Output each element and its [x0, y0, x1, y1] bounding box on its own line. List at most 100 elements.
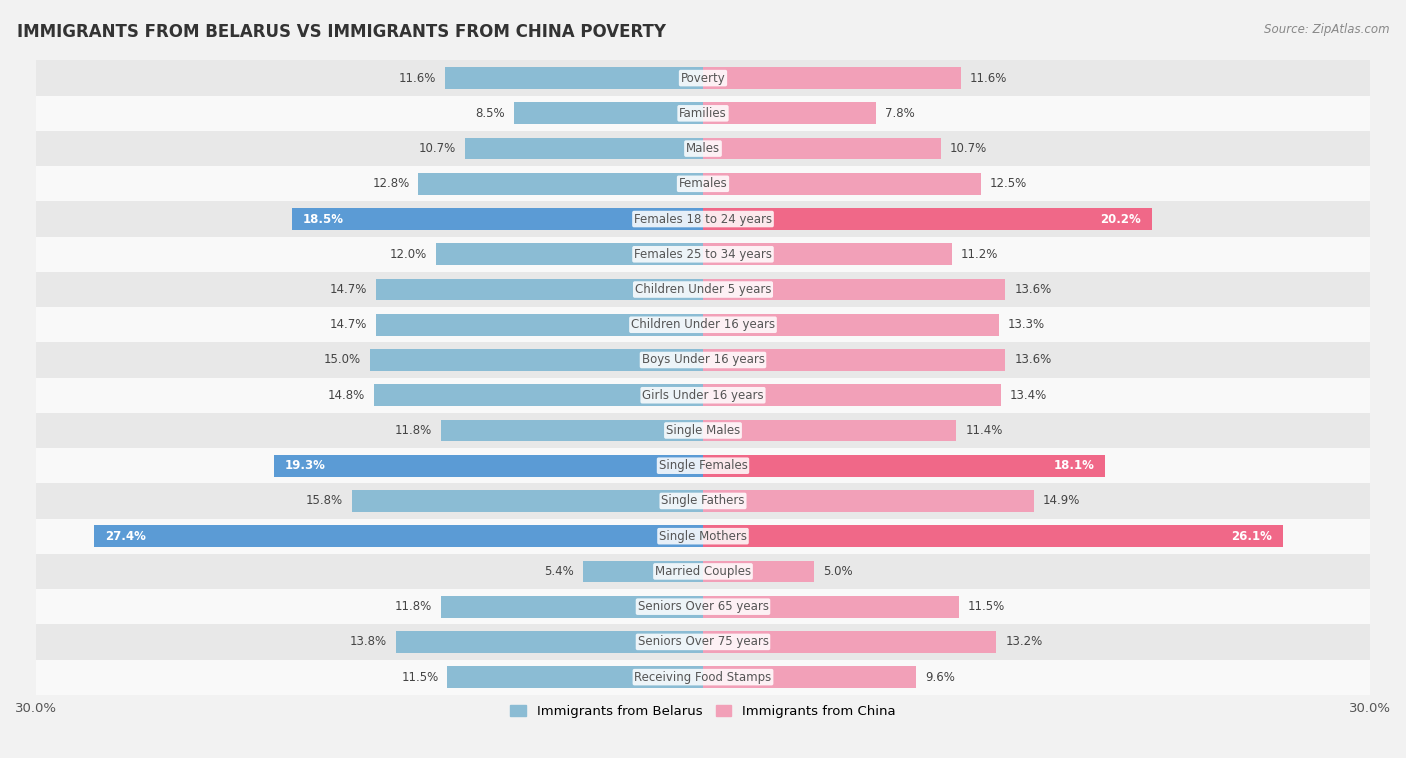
Bar [446, 67, 703, 89]
Bar [37, 202, 1369, 236]
Text: Boys Under 16 years: Boys Under 16 years [641, 353, 765, 367]
Text: Married Couples: Married Couples [655, 565, 751, 578]
Text: 15.0%: 15.0% [323, 353, 360, 367]
Text: 14.8%: 14.8% [328, 389, 366, 402]
Text: Children Under 16 years: Children Under 16 years [631, 318, 775, 331]
Text: Girls Under 16 years: Girls Under 16 years [643, 389, 763, 402]
Text: Females: Females [679, 177, 727, 190]
Bar [374, 384, 703, 406]
Bar [396, 631, 703, 653]
Text: Receiving Food Stamps: Receiving Food Stamps [634, 671, 772, 684]
Text: 8.5%: 8.5% [475, 107, 505, 120]
Text: 11.8%: 11.8% [395, 600, 432, 613]
Bar [440, 596, 703, 618]
Bar [370, 349, 703, 371]
Bar [703, 102, 876, 124]
Text: 11.5%: 11.5% [967, 600, 1005, 613]
Text: 14.9%: 14.9% [1043, 494, 1081, 507]
Bar [436, 243, 703, 265]
Text: Single Females: Single Females [658, 459, 748, 472]
Text: 7.8%: 7.8% [886, 107, 915, 120]
Text: 10.7%: 10.7% [950, 142, 987, 155]
Bar [352, 490, 703, 512]
Bar [37, 554, 1369, 589]
Bar [37, 659, 1369, 695]
Text: Females 18 to 24 years: Females 18 to 24 years [634, 212, 772, 226]
Bar [291, 208, 703, 230]
Bar [703, 525, 1284, 547]
Text: 12.0%: 12.0% [389, 248, 427, 261]
Text: 11.5%: 11.5% [401, 671, 439, 684]
Bar [703, 349, 1005, 371]
Text: 13.3%: 13.3% [1008, 318, 1045, 331]
Text: 18.1%: 18.1% [1053, 459, 1094, 472]
Bar [37, 236, 1369, 272]
Text: 13.6%: 13.6% [1014, 353, 1052, 367]
Text: Single Mothers: Single Mothers [659, 530, 747, 543]
Text: IMMIGRANTS FROM BELARUS VS IMMIGRANTS FROM CHINA POVERTY: IMMIGRANTS FROM BELARUS VS IMMIGRANTS FR… [17, 23, 666, 41]
Bar [703, 279, 1005, 300]
Text: 5.0%: 5.0% [823, 565, 852, 578]
Text: Seniors Over 65 years: Seniors Over 65 years [637, 600, 769, 613]
Text: 11.6%: 11.6% [399, 71, 436, 85]
Text: Females 25 to 34 years: Females 25 to 34 years [634, 248, 772, 261]
Text: Single Males: Single Males [666, 424, 740, 437]
Text: Single Fathers: Single Fathers [661, 494, 745, 507]
Text: 20.2%: 20.2% [1101, 212, 1142, 226]
Bar [703, 596, 959, 618]
Bar [703, 490, 1035, 512]
Bar [703, 631, 997, 653]
Text: Families: Families [679, 107, 727, 120]
Text: 9.6%: 9.6% [925, 671, 955, 684]
Text: 13.2%: 13.2% [1005, 635, 1043, 648]
Text: 12.5%: 12.5% [990, 177, 1026, 190]
Bar [37, 518, 1369, 554]
Text: 11.6%: 11.6% [970, 71, 1007, 85]
Bar [37, 131, 1369, 166]
Text: Seniors Over 75 years: Seniors Over 75 years [637, 635, 769, 648]
Text: 13.8%: 13.8% [350, 635, 387, 648]
Text: Children Under 5 years: Children Under 5 years [634, 283, 772, 296]
Bar [37, 166, 1369, 202]
Bar [703, 243, 952, 265]
Bar [583, 560, 703, 582]
Text: 11.4%: 11.4% [966, 424, 1002, 437]
Bar [37, 484, 1369, 518]
Bar [515, 102, 703, 124]
Bar [703, 208, 1152, 230]
Bar [703, 138, 941, 159]
Text: 15.8%: 15.8% [305, 494, 343, 507]
Bar [703, 666, 917, 688]
Bar [703, 314, 998, 336]
Text: 26.1%: 26.1% [1232, 530, 1272, 543]
Bar [703, 419, 956, 441]
Bar [703, 560, 814, 582]
Text: 10.7%: 10.7% [419, 142, 456, 155]
Bar [37, 96, 1369, 131]
Bar [37, 413, 1369, 448]
Text: Males: Males [686, 142, 720, 155]
Bar [37, 625, 1369, 659]
Bar [703, 67, 960, 89]
Legend: Immigrants from Belarus, Immigrants from China: Immigrants from Belarus, Immigrants from… [505, 700, 901, 723]
Bar [94, 525, 703, 547]
Bar [37, 448, 1369, 484]
Bar [447, 666, 703, 688]
Text: Poverty: Poverty [681, 71, 725, 85]
Bar [37, 589, 1369, 625]
Bar [440, 419, 703, 441]
Text: 12.8%: 12.8% [373, 177, 409, 190]
Bar [419, 173, 703, 195]
Text: 11.8%: 11.8% [395, 424, 432, 437]
Bar [377, 279, 703, 300]
Text: 27.4%: 27.4% [105, 530, 146, 543]
Text: 14.7%: 14.7% [330, 318, 367, 331]
Bar [274, 455, 703, 477]
Text: 19.3%: 19.3% [285, 459, 326, 472]
Text: 14.7%: 14.7% [330, 283, 367, 296]
Bar [703, 384, 1001, 406]
Bar [37, 61, 1369, 96]
Bar [37, 343, 1369, 377]
Bar [703, 455, 1105, 477]
Text: Source: ZipAtlas.com: Source: ZipAtlas.com [1264, 23, 1389, 36]
